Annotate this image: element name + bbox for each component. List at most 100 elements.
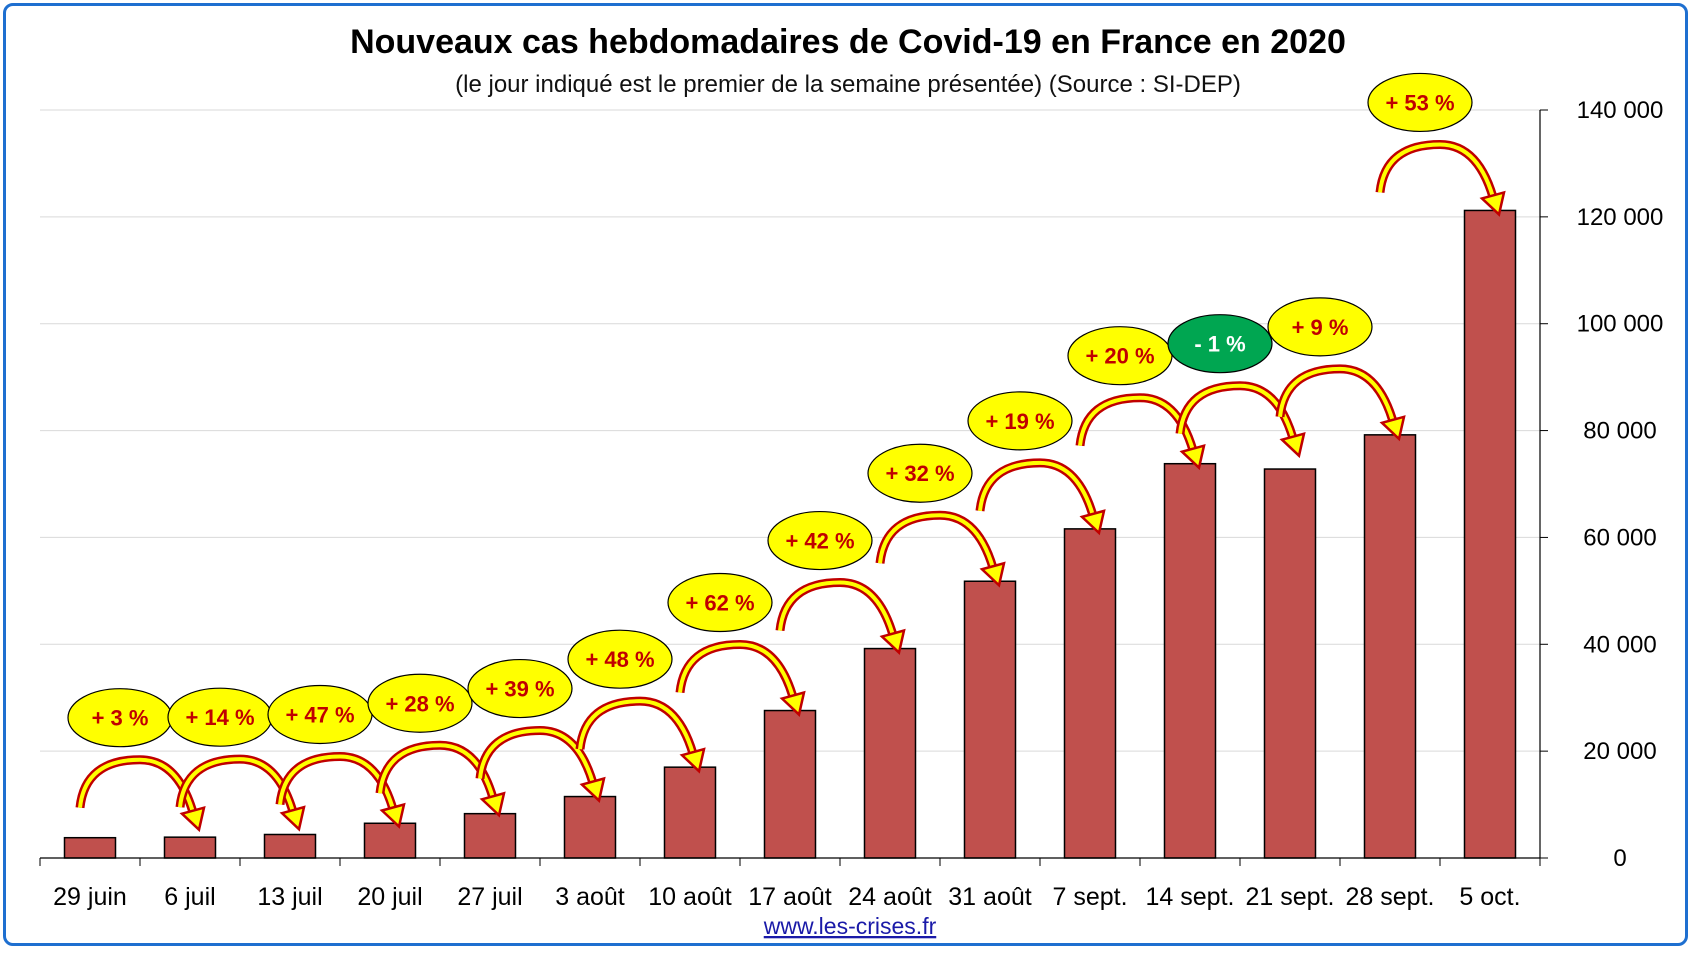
x-tick-label: 10 août [648,883,731,911]
x-tick-label: 3 août [555,883,625,911]
source-link[interactable]: www.les-crises.fr [763,913,937,939]
bar [963,580,1017,859]
bar [863,647,917,859]
change-arrow-group: + 32 % [867,443,1006,588]
y-tick-label: 80 000 [1583,418,1656,445]
change-bubble [1267,297,1373,357]
change-arrow-group: + 9 % [1267,297,1406,442]
arrow-head [1479,190,1506,217]
arrow-head [379,802,406,829]
change-label: + 9 % [1292,315,1349,340]
change-arrow-group: + 14 % [167,687,306,832]
bar [363,822,417,859]
bars [63,209,1517,859]
arrow-head [1079,509,1106,536]
y-tick-label: 60 000 [1583,524,1656,551]
x-tick-label: 27 juil [457,883,522,911]
bar [763,709,817,859]
arrow-head [879,628,906,655]
arrow-head [579,776,606,803]
change-arrow-group: + 39 % [467,658,606,803]
change-label: + 62 % [685,591,754,616]
x-tick-label: 21 sept. [1246,883,1335,911]
bar [1263,468,1317,859]
bar [1463,209,1517,859]
change-label: + 53 % [1385,90,1454,115]
arrow-curve [975,458,1100,524]
arrow-curve [1375,139,1500,206]
arrow-curve [575,696,700,763]
chart-subtitle: (le jour indiqué est le premier de la se… [455,71,1241,98]
change-bubble [367,673,473,733]
change-label: + 3 % [92,706,149,731]
change-bubble [667,572,773,633]
change-label: + 42 % [785,529,854,554]
change-bubble [467,658,573,719]
bar [263,833,317,859]
x-tick-label: 24 août [848,883,931,911]
change-label: + 39 % [485,677,554,702]
bar [563,795,617,859]
arrow-head [279,805,306,832]
y-tick-label: 20 000 [1583,738,1656,765]
bar [163,836,217,859]
arrow-curve [775,578,900,644]
x-tick-label: 6 juil [164,883,215,911]
arrow-head [979,561,1006,588]
change-arrow-group: + 53 % [1367,72,1506,217]
arrow-head [779,690,806,717]
change-bubble [767,510,873,571]
change-arrow-group: + 42 % [767,510,906,655]
bar [1063,528,1117,859]
change-bubble [967,391,1073,451]
x-tick-label: 20 juil [357,883,422,911]
x-tick-label: 31 août [948,883,1031,911]
change-label: + 48 % [585,647,654,672]
y-tick-label: 100 000 [1577,311,1664,338]
x-tick-label: 29 juin [53,883,127,911]
change-bubble [1167,314,1273,374]
source-link-text[interactable]: www.les-crises.fr [763,913,937,939]
arrow-curve-inner [578,699,697,762]
arrow-head [679,747,706,774]
bar [463,812,517,859]
x-tick-label: 17 août [748,883,831,911]
arrow-curve-inner [778,580,897,644]
x-tick-label: 14 sept. [1146,883,1235,911]
arrow-head [179,805,206,833]
change-bubble [867,443,973,503]
arrow-curve-inner [678,642,797,706]
y-tick-label: 140 000 [1577,97,1664,124]
x-tick-label: 7 sept. [1052,883,1127,911]
arrow-curve [1275,364,1400,430]
arrow-curve-inner [1378,142,1497,205]
chart-title: Nouveaux cas hebdomadaires de Covid-19 e… [350,23,1346,61]
x-tick-label: 28 sept. [1346,883,1435,911]
change-label: + 32 % [885,461,954,486]
change-arrow-group: + 48 % [567,629,706,774]
arrow-curve [75,755,200,821]
change-bubble [567,629,673,689]
x-tick-label: 13 juil [257,883,322,911]
bar [663,766,717,859]
y-tick-label: 120 000 [1577,204,1664,231]
x-tick-label: 5 oct. [1459,883,1520,911]
y-tick-label: 0 [1613,845,1626,872]
change-arrow-group: + 19 % [967,391,1106,536]
change-bubble [1367,72,1473,133]
arrow-curve-inner [878,513,997,576]
arrow-head [479,791,506,818]
bar [1363,434,1417,859]
bar [1163,462,1217,859]
arrow-curve [675,640,800,706]
change-label: + 19 % [985,409,1054,434]
arrow-curve-inner [978,460,1097,524]
arrow-head [1279,431,1306,459]
y-tick-label: 40 000 [1583,631,1656,658]
arrow-head [1379,415,1406,442]
change-arrow-group: + 62 % [667,572,806,717]
change-label: + 14 % [185,705,254,730]
arrow-head [1179,443,1206,471]
arrow-curve-inner [1278,366,1397,430]
